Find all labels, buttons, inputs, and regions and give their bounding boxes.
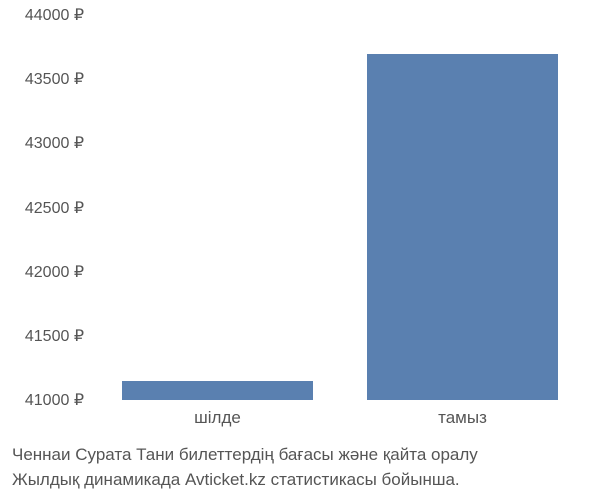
caption-line-1: Ченнаи Сурата Тани билеттердің бағасы жә… <box>12 445 478 464</box>
x-tick-label: шілде <box>194 408 241 428</box>
caption-line-2: Жылдық динамикада Avticket.kz статистика… <box>12 470 460 489</box>
y-tick-label: 44000 ₽ <box>0 5 90 25</box>
x-tick-label: тамыз <box>438 408 487 428</box>
y-tick-label: 42500 ₽ <box>0 198 90 218</box>
x-axis-labels: шілде тамыз <box>95 408 585 436</box>
price-bar-chart: шілде тамыз Ченнаи Сурата Тани билеттерді… <box>0 0 600 500</box>
y-tick-label: 41000 ₽ <box>0 390 90 410</box>
y-tick-label: 43500 ₽ <box>0 69 90 89</box>
plot-area <box>95 15 585 400</box>
y-tick-label: 42000 ₽ <box>0 262 90 282</box>
chart-caption: Ченнаи Сурата Тани билеттердің бағасы жә… <box>12 443 592 492</box>
bar <box>122 381 313 400</box>
bar <box>367 54 558 401</box>
y-tick-label: 43000 ₽ <box>0 133 90 153</box>
y-tick-label: 41500 ₽ <box>0 326 90 346</box>
